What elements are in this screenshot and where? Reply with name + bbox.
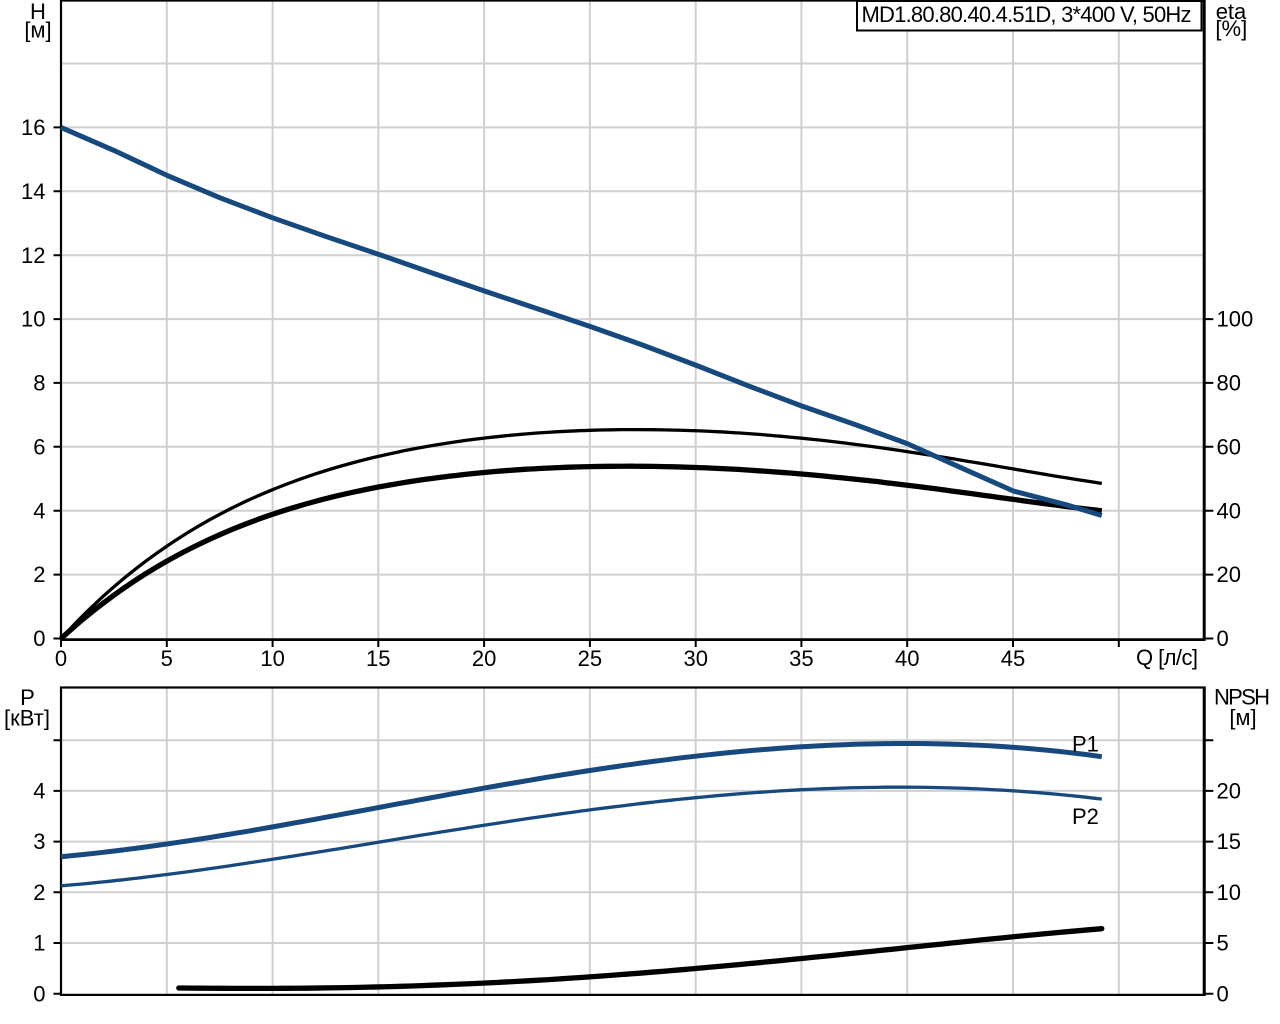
svg-text:8: 8: [33, 371, 45, 396]
svg-text:Q [л/с]: Q [л/с]: [1136, 645, 1198, 670]
svg-text:0: 0: [33, 626, 45, 651]
svg-text:0: 0: [1217, 626, 1229, 651]
svg-text:10: 10: [21, 307, 45, 332]
svg-text:0: 0: [33, 981, 45, 1006]
svg-text:30: 30: [683, 646, 707, 671]
svg-text:[%]: [%]: [1215, 16, 1247, 41]
svg-text:0: 0: [55, 646, 67, 671]
svg-text:35: 35: [789, 646, 813, 671]
svg-text:P1: P1: [1072, 732, 1099, 757]
svg-text:MD1.80.80.40.4.51D, 3*400 V, 5: MD1.80.80.40.4.51D, 3*400 V, 50Hz: [862, 2, 1192, 27]
svg-text:3: 3: [33, 829, 45, 854]
svg-text:1: 1: [33, 931, 45, 956]
svg-text:eta: eta: [1216, 0, 1247, 24]
svg-text:[м]: [м]: [24, 17, 51, 42]
svg-text:40: 40: [895, 646, 919, 671]
svg-text:14: 14: [21, 179, 45, 204]
svg-text:P2: P2: [1072, 804, 1099, 829]
svg-text:5: 5: [161, 646, 173, 671]
svg-text:20: 20: [1217, 562, 1241, 587]
svg-text:10: 10: [260, 646, 284, 671]
svg-text:P: P: [20, 685, 35, 710]
svg-text:2: 2: [33, 562, 45, 587]
svg-text:10: 10: [1217, 880, 1241, 905]
svg-text:2: 2: [33, 880, 45, 905]
svg-text:45: 45: [1001, 646, 1025, 671]
svg-text:15: 15: [1217, 829, 1241, 854]
svg-text:25: 25: [578, 646, 602, 671]
svg-text:[м]: [м]: [1229, 705, 1256, 730]
svg-text:4: 4: [33, 779, 45, 804]
svg-text:H: H: [30, 0, 46, 24]
svg-text:NPSH: NPSH: [1214, 685, 1270, 710]
svg-text:4: 4: [33, 498, 45, 523]
svg-text:5: 5: [1217, 931, 1229, 956]
svg-text:[кВт]: [кВт]: [4, 706, 50, 731]
svg-text:6: 6: [33, 434, 45, 459]
svg-text:20: 20: [472, 646, 496, 671]
svg-text:12: 12: [21, 243, 45, 268]
svg-text:100: 100: [1217, 307, 1254, 332]
svg-text:20: 20: [1217, 779, 1241, 804]
svg-text:16: 16: [21, 115, 45, 140]
svg-text:40: 40: [1217, 498, 1241, 523]
svg-text:15: 15: [366, 646, 390, 671]
svg-text:60: 60: [1217, 434, 1241, 459]
svg-text:80: 80: [1217, 371, 1241, 396]
svg-text:0: 0: [1217, 981, 1229, 1006]
